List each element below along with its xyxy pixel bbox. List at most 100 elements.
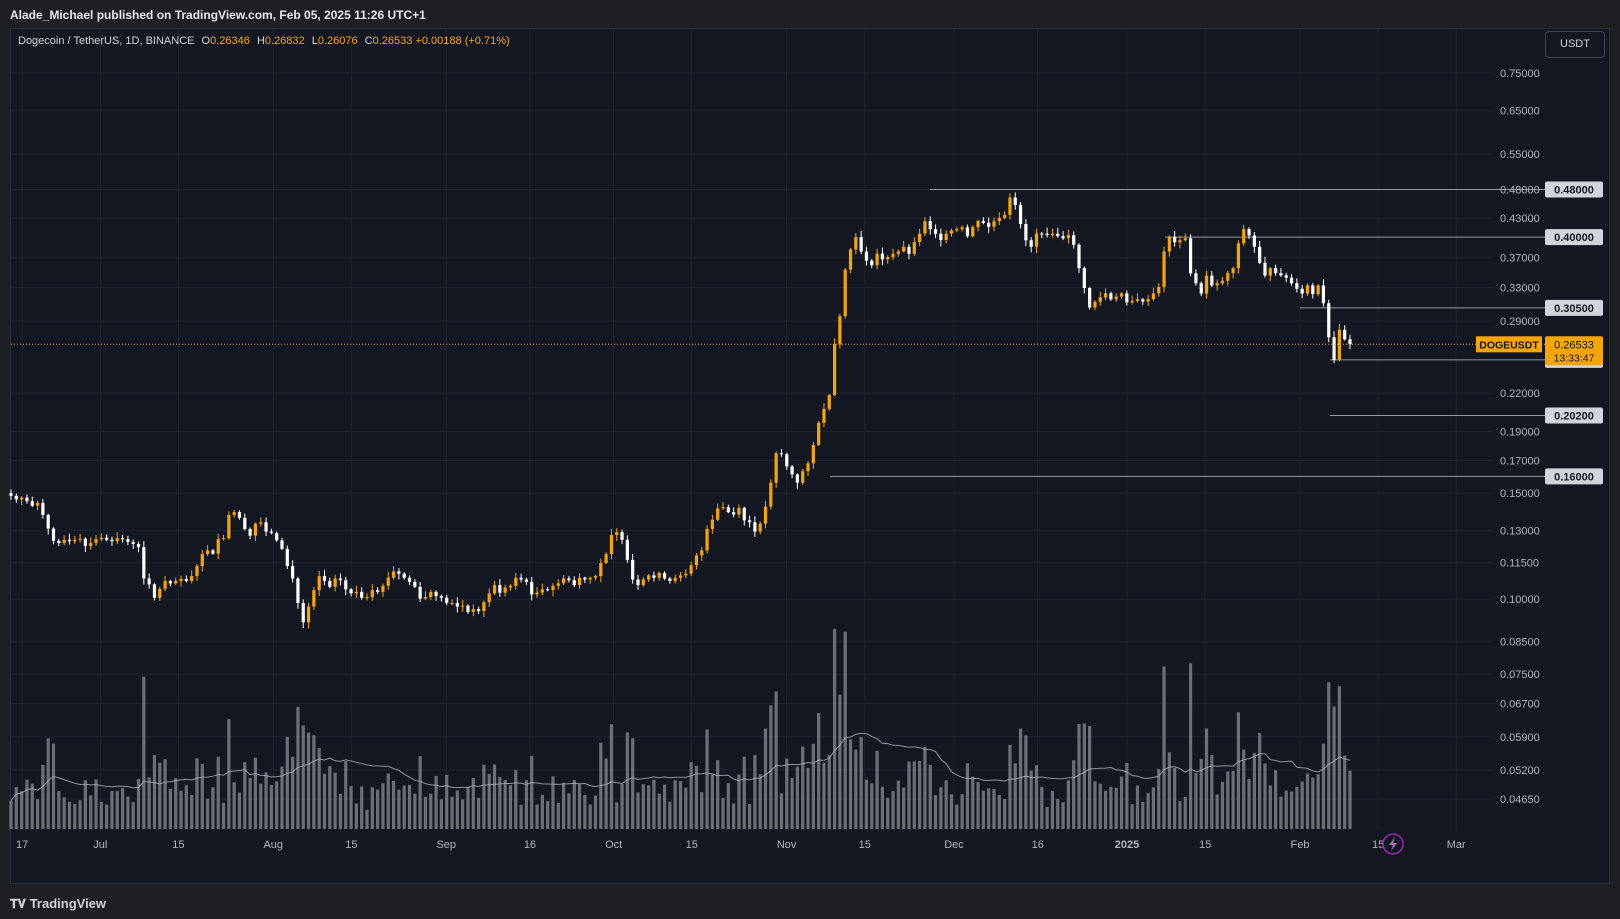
candle-body [1183, 238, 1187, 241]
volume-bar [700, 792, 704, 829]
volume-bar [795, 766, 799, 829]
volume-bar [694, 765, 699, 829]
candle-body [896, 251, 900, 254]
candle-body [1088, 287, 1092, 308]
time-tick-label: 15 [345, 839, 357, 851]
volume-bar [737, 774, 741, 829]
candle-body [774, 453, 778, 483]
volume-bar [1045, 806, 1049, 829]
candle-body [1072, 235, 1076, 245]
candle-body [1204, 275, 1209, 294]
candle-body [843, 269, 847, 317]
price-tick-label: 0.06700 [1500, 699, 1540, 711]
volume-bar [508, 785, 513, 829]
time-tick-label: Mar [1447, 839, 1466, 851]
volume-bar [35, 799, 40, 829]
volume-bar [769, 705, 773, 829]
candle-body [391, 571, 396, 578]
price-tick-label: 0.07500 [1500, 669, 1540, 681]
candle-body [232, 512, 236, 515]
volume-bar [67, 801, 72, 829]
candle-body [46, 514, 50, 529]
candle-body [291, 566, 295, 579]
volume-bar [577, 784, 582, 829]
volume-bar [1098, 783, 1102, 829]
lightning-icon [1382, 833, 1404, 855]
candle-body [615, 532, 619, 536]
volume-bar [259, 783, 263, 829]
candle-body [710, 519, 714, 529]
time-tick-label: 16 [524, 839, 536, 851]
candle-body [275, 532, 279, 541]
volume-bar [227, 719, 231, 829]
candle-body [1125, 293, 1129, 303]
chart-panel[interactable] [10, 28, 1610, 884]
volume-bar [992, 789, 996, 829]
candle-body [763, 506, 768, 524]
candle-body [928, 221, 932, 230]
volume-bar [1316, 774, 1320, 829]
volume-bar [811, 743, 815, 829]
volume-bar [732, 803, 736, 829]
volume-bar [413, 793, 417, 829]
candle-body [652, 575, 656, 578]
volume-bar [530, 755, 534, 829]
candle-body [312, 590, 316, 607]
candle-body [1098, 297, 1102, 302]
candle-body [83, 538, 87, 547]
candle-body [769, 482, 773, 507]
volume-bar [14, 787, 18, 829]
published-text: Alade_Michael published on TradingView.c… [10, 8, 426, 22]
volume-bar [275, 781, 279, 829]
level-label-box [1545, 299, 1603, 316]
volume-bar [1109, 786, 1113, 829]
volume-bar [195, 758, 199, 829]
tradingview-logo[interactable]: 𝐓𝐕 TradingView [10, 896, 106, 912]
volume-bar [381, 783, 385, 829]
volume-bar [1119, 776, 1124, 829]
candle-body [174, 580, 178, 584]
candle-body [195, 566, 199, 577]
candle-body [99, 537, 103, 540]
volume-bar [1135, 785, 1140, 829]
volume-bar [455, 790, 459, 829]
candle-body [354, 591, 358, 594]
volume-bar [705, 729, 709, 829]
change-value: +0.00188 (+0.71%) [415, 35, 510, 47]
candle-body [429, 591, 433, 597]
candle-body [1066, 235, 1070, 239]
candle-body [1321, 285, 1326, 304]
volume-bar [1268, 785, 1272, 829]
level-label-box [1545, 468, 1603, 485]
candle-body [301, 603, 305, 623]
candle-body [1167, 236, 1171, 252]
candle-body [1311, 285, 1315, 295]
candle-body [184, 578, 188, 581]
volume-bar [1183, 796, 1187, 829]
price-tick-label: 0.37000 [1500, 252, 1540, 264]
candle-body [997, 217, 1001, 222]
volume-bar [243, 762, 247, 829]
volume-bar [498, 777, 502, 829]
volume-bar [1050, 791, 1055, 829]
candle-body [1119, 293, 1124, 297]
candle-body [1050, 233, 1055, 236]
time-tick-label: Oct [605, 839, 622, 851]
price-tick-label: 0.19000 [1500, 426, 1540, 438]
volume-bar [30, 783, 34, 829]
candle-body [30, 501, 34, 506]
volume-bar [1173, 767, 1177, 829]
volume-bar [386, 773, 390, 829]
candle-body [981, 220, 985, 223]
time-tick-label: 2025 [1115, 839, 1139, 851]
volume-bar [673, 780, 677, 829]
volume-bar [179, 790, 183, 829]
currency-button[interactable]: USDT [1545, 31, 1605, 58]
volume-bar [1088, 726, 1092, 829]
volume-bar [880, 786, 885, 829]
volume-bar [1295, 786, 1299, 829]
volume-bar [1210, 755, 1214, 829]
volume-bar [689, 762, 693, 829]
volume-bar [57, 791, 61, 829]
